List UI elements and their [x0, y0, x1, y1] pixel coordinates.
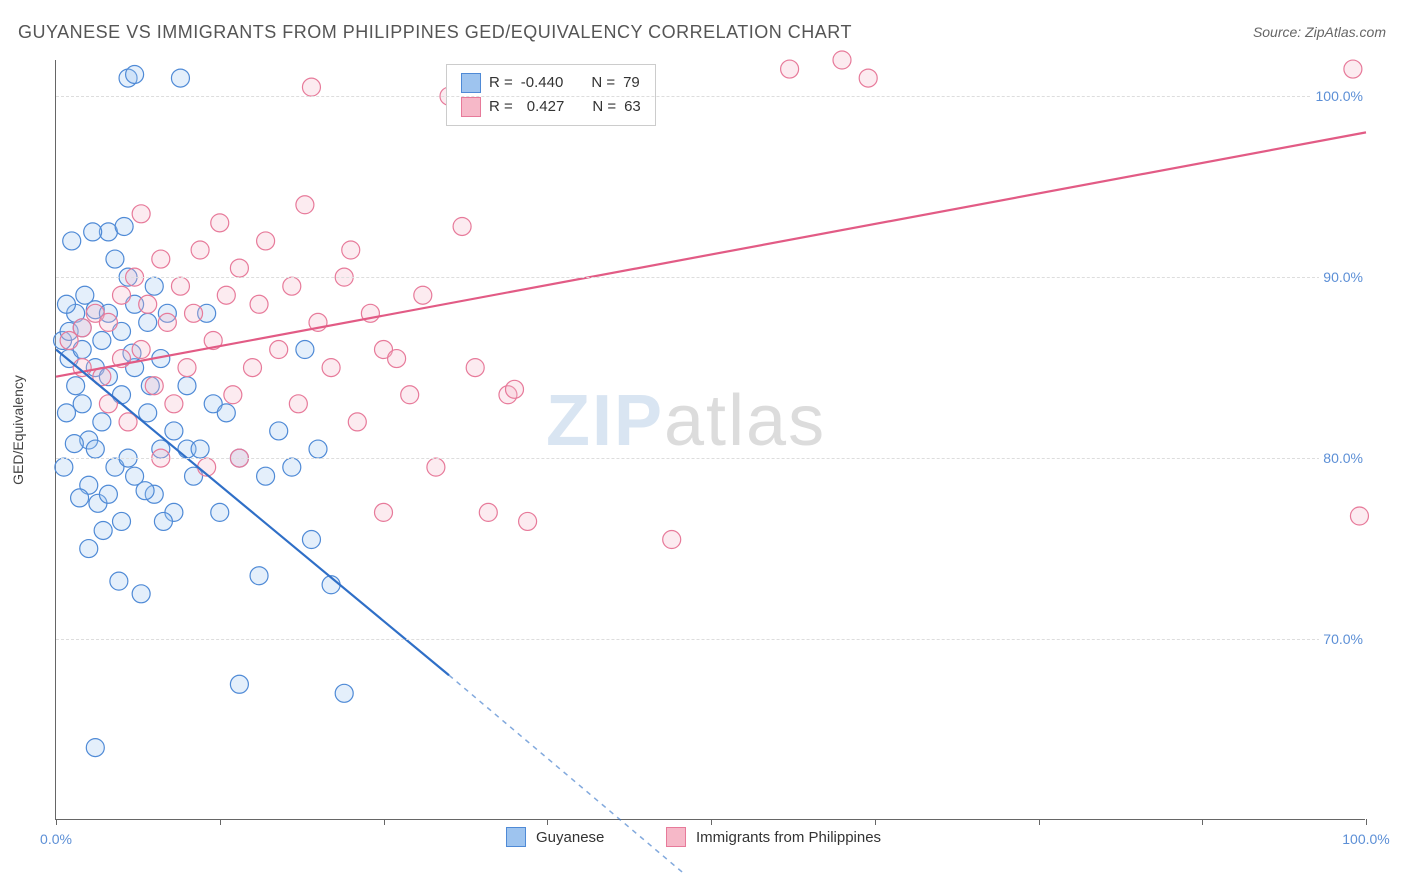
r-value-philippines: 0.427	[521, 95, 565, 119]
y-tick-label: 90.0%	[1319, 269, 1367, 285]
x-tick	[711, 819, 712, 825]
x-tick	[547, 819, 548, 825]
n-label: N =	[592, 95, 616, 119]
n-label: N =	[591, 71, 615, 95]
n-value-guyanese: 79	[623, 71, 640, 95]
scatter-svg	[56, 60, 1365, 819]
x-tick	[220, 819, 221, 825]
swatch-philippines-bottom	[666, 827, 686, 847]
x-tick	[1366, 819, 1367, 825]
stats-legend: R = -0.440 N = 79 R = 0.427 N = 63	[446, 64, 656, 126]
x-tick	[384, 819, 385, 825]
y-tick-label: 80.0%	[1319, 450, 1367, 466]
y-tick-label: 70.0%	[1319, 631, 1367, 647]
source-attribution: Source: ZipAtlas.com	[1253, 24, 1386, 40]
legend-guyanese: Guyanese	[506, 827, 604, 847]
x-tick	[875, 819, 876, 825]
legend-label-guyanese: Guyanese	[536, 829, 604, 846]
stats-row-philippines: R = 0.427 N = 63	[461, 95, 641, 119]
x-tick-label: 0.0%	[40, 831, 72, 847]
legend-label-philippines: Immigrants from Philippines	[696, 829, 881, 846]
legend-philippines: Immigrants from Philippines	[666, 827, 881, 847]
r-value-guyanese: -0.440	[521, 71, 564, 95]
r-label: R =	[489, 95, 513, 119]
swatch-guyanese-bottom	[506, 827, 526, 847]
gridline	[56, 96, 1365, 97]
n-value-philippines: 63	[624, 95, 641, 119]
swatch-guyanese	[461, 73, 481, 93]
swatch-philippines	[461, 97, 481, 117]
stats-row-guyanese: R = -0.440 N = 79	[461, 71, 641, 95]
x-tick	[1202, 819, 1203, 825]
y-tick-label: 100.0%	[1312, 88, 1367, 104]
chart-title: GUYANESE VS IMMIGRANTS FROM PHILIPPINES …	[18, 22, 852, 43]
gridline	[56, 639, 1365, 640]
plot-area: ZIPatlas R = -0.440 N = 79 R = 0.427 N =…	[55, 60, 1365, 820]
y-axis-title: GED/Equivalency	[10, 375, 26, 485]
r-label: R =	[489, 71, 513, 95]
gridline	[56, 458, 1365, 459]
x-tick	[1039, 819, 1040, 825]
gridline	[56, 277, 1365, 278]
x-tick-label: 100.0%	[1342, 831, 1389, 847]
x-tick	[56, 819, 57, 825]
